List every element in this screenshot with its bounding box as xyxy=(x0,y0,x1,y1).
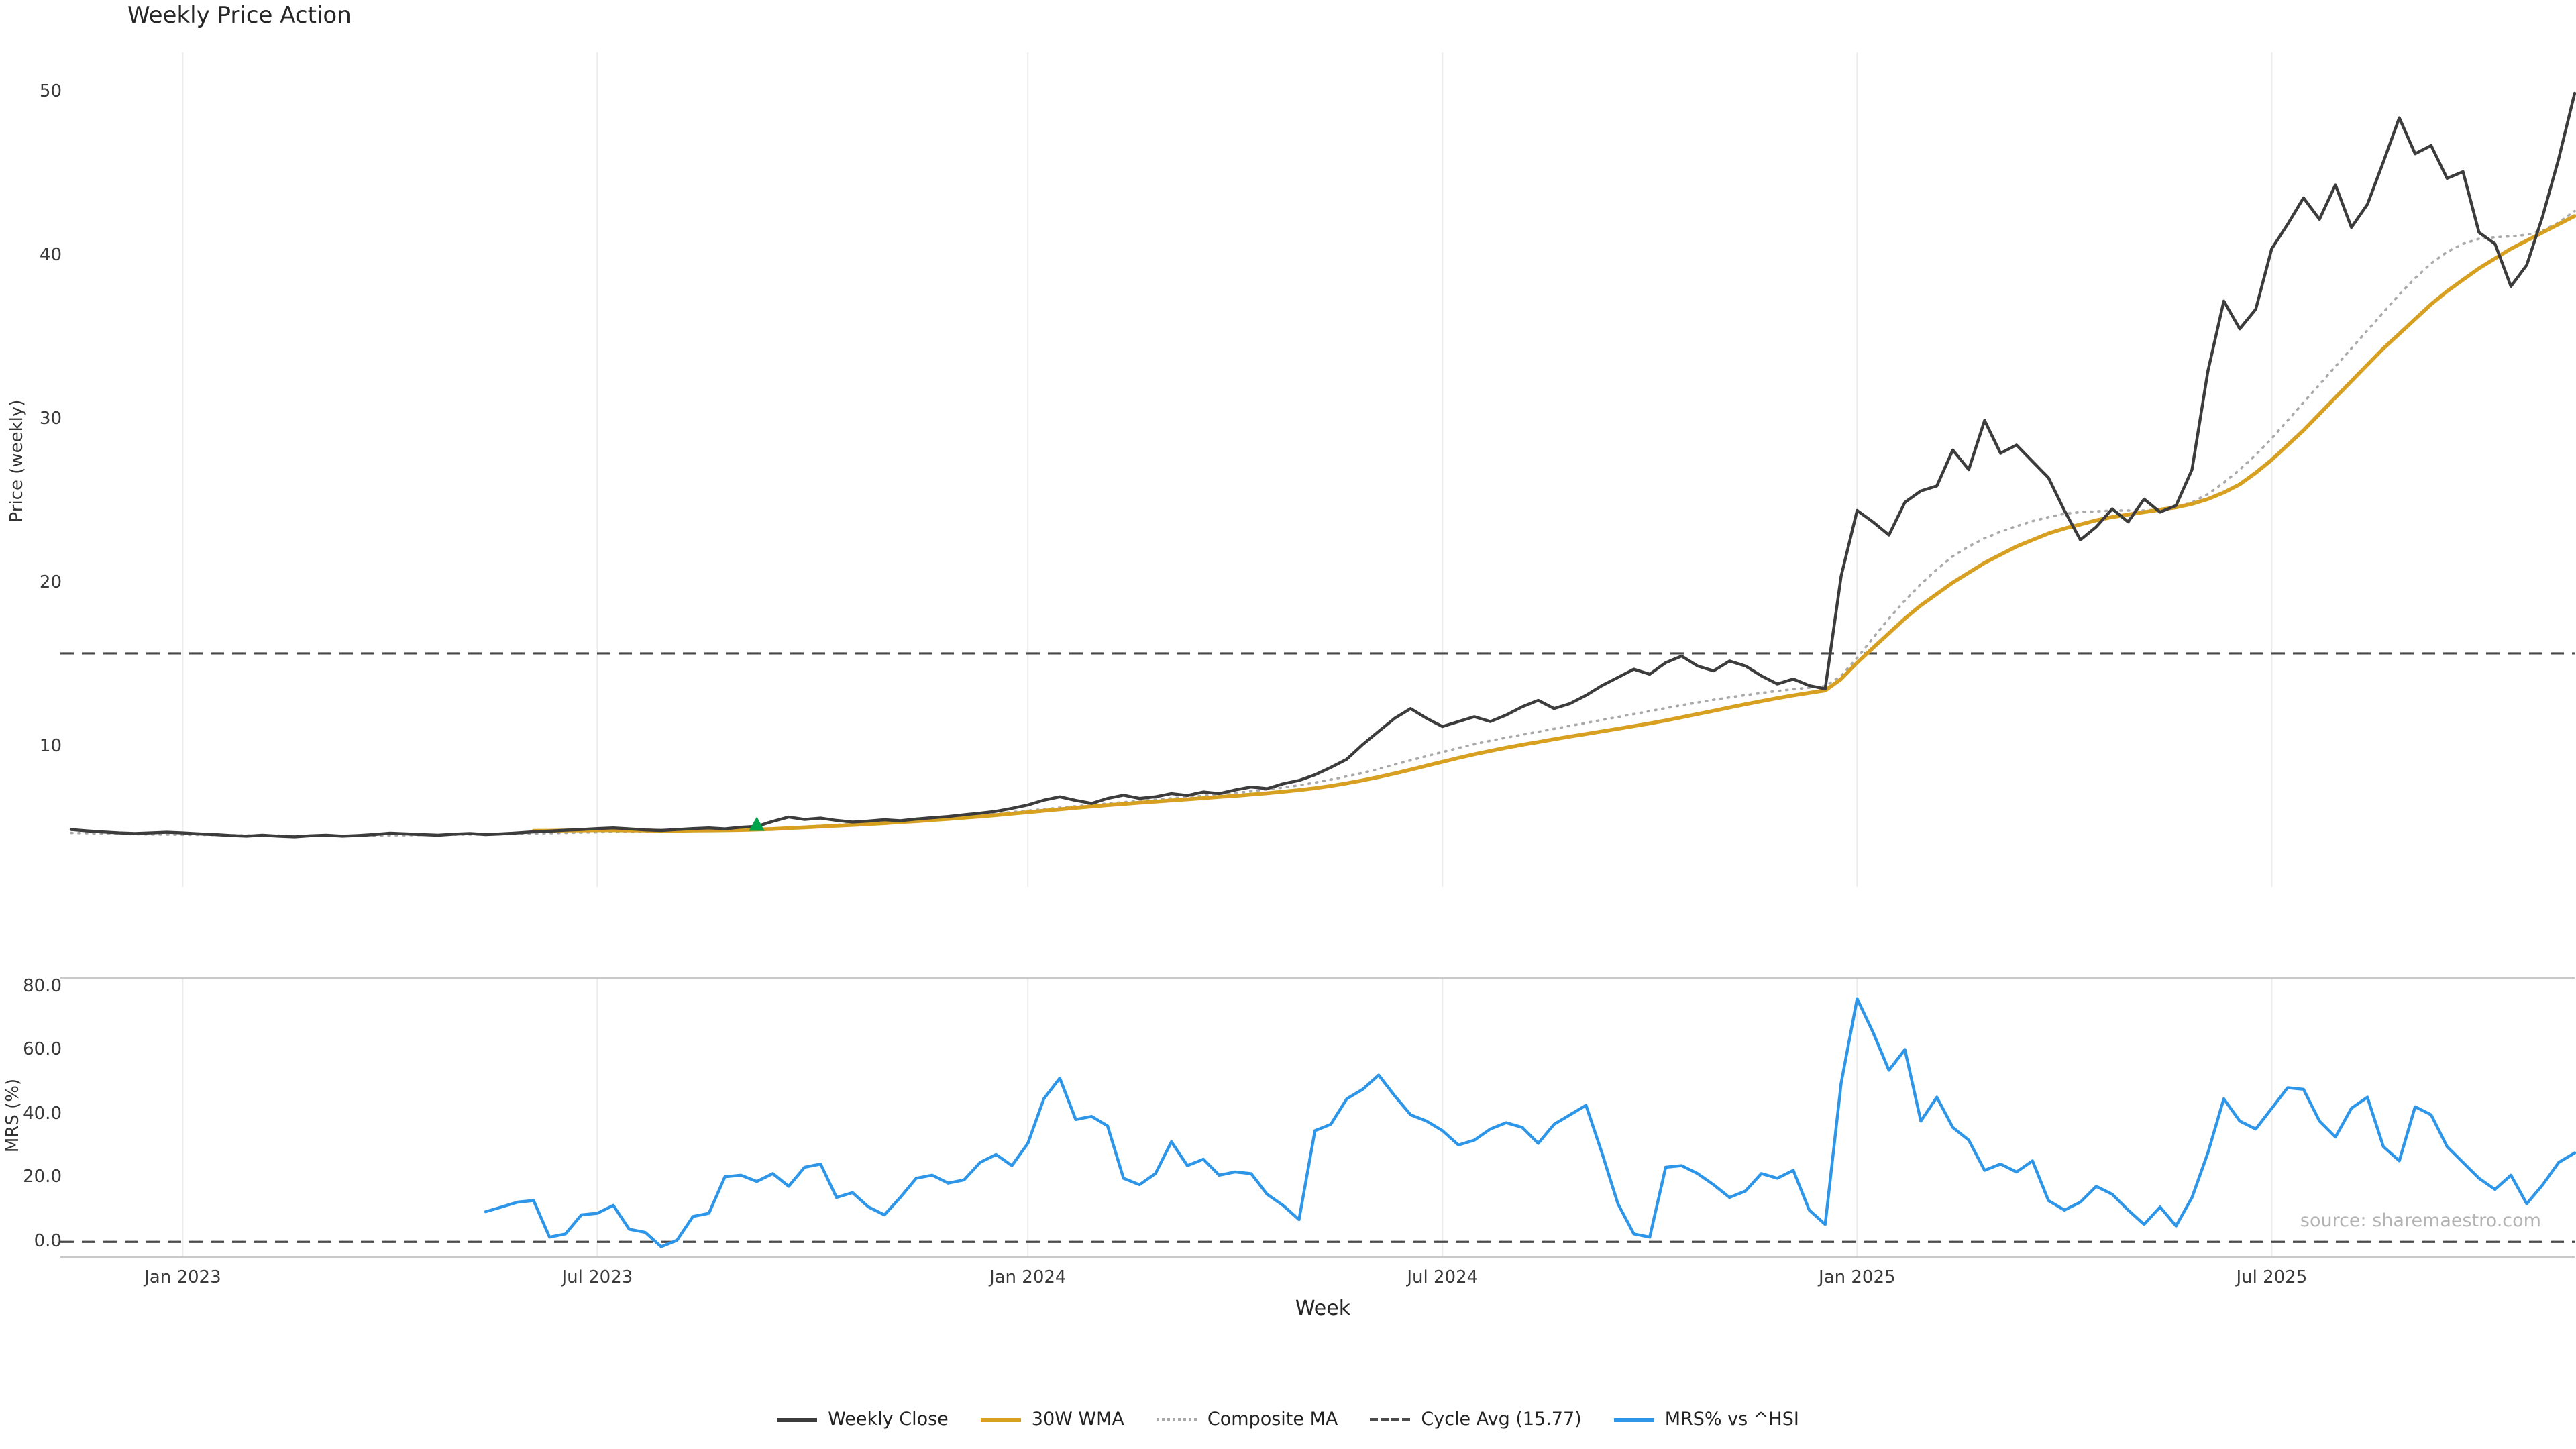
y-tick-label: 40.0 xyxy=(23,1104,62,1124)
x-axis-label: Week xyxy=(1295,1296,1351,1320)
y-tick-label: 80.0 xyxy=(23,977,62,998)
x-tick-label: Jul 2024 xyxy=(1407,1268,1479,1288)
y-tick-label: 50 xyxy=(39,82,62,103)
source-note: source: sharemaestro.com xyxy=(2300,1210,2541,1232)
legend-label: Cycle Avg (15.77) xyxy=(1421,1409,1582,1430)
x-tick-label: Jan 2025 xyxy=(1819,1268,1896,1288)
legend-item: MRS% vs ^HSI xyxy=(1613,1409,1799,1430)
y-tick-label: 20 xyxy=(39,573,62,594)
legend-swatch-dotted xyxy=(1156,1418,1197,1421)
y-tick-label: 0.0 xyxy=(34,1231,62,1252)
legend-label: Composite MA xyxy=(1207,1409,1338,1430)
legend-swatch-solid xyxy=(980,1417,1021,1421)
y-tick-label: 10 xyxy=(39,737,62,757)
y-tick-label: 30 xyxy=(39,409,62,430)
legend-item: Weekly Close xyxy=(777,1409,949,1430)
legend-swatch-solid xyxy=(1613,1417,1654,1421)
series-composite-ma xyxy=(70,209,2576,837)
legend: Weekly Close 30W WMA Composite MA Cycle Avg… xyxy=(0,1409,2576,1430)
y-tick-label: 20.0 xyxy=(23,1167,62,1188)
x-tick-label: Jul 2023 xyxy=(561,1268,633,1288)
legend-item: 30W WMA xyxy=(980,1409,1124,1430)
y-tick-label: 60.0 xyxy=(23,1040,62,1061)
legend-item: Cycle Avg (15.77) xyxy=(1370,1409,1582,1430)
x-tick-label: Jul 2025 xyxy=(2236,1268,2308,1288)
legend-swatch-dashed xyxy=(1370,1418,1411,1421)
legend-swatch-solid xyxy=(777,1417,818,1421)
legend-label: Weekly Close xyxy=(828,1409,949,1430)
y-tick-label: 40 xyxy=(39,246,62,266)
x-tick-label: Jan 2023 xyxy=(144,1268,221,1288)
legend-item: Composite MA xyxy=(1156,1409,1338,1430)
buy-signal-marker xyxy=(749,816,765,831)
price-axis-label: Price (weekly) xyxy=(7,399,28,523)
chart-title: Weekly Price Action xyxy=(127,3,352,30)
x-tick-label: Jan 2024 xyxy=(989,1268,1067,1288)
series-mrs-vs-hsi xyxy=(484,997,2576,1248)
legend-label: 30W WMA xyxy=(1031,1409,1124,1430)
series-30w-wma xyxy=(531,214,2576,833)
legend-label: MRS% vs ^HSI xyxy=(1664,1409,1799,1430)
series-weekly-close xyxy=(69,91,2576,839)
